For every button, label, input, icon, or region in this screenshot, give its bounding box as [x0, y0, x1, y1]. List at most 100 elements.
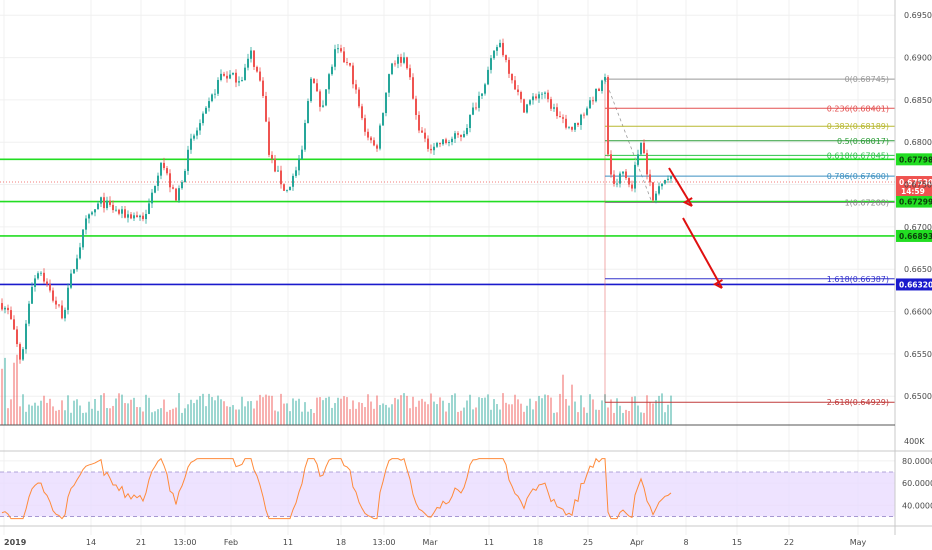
volume-bar — [220, 399, 222, 425]
candle-body — [346, 62, 348, 64]
candle-body — [382, 113, 384, 126]
volume-bar — [148, 397, 150, 425]
rsi-tick-label: 40.0000 — [902, 501, 932, 510]
candle-body — [367, 131, 369, 138]
volume-bar — [313, 412, 315, 425]
candle-body — [661, 183, 663, 187]
forecast-arrow-head[interactable] — [712, 279, 723, 289]
candle-body — [358, 89, 360, 107]
candle-body — [124, 209, 126, 218]
current-price-tag — [896, 176, 932, 197]
candle-body — [508, 59, 510, 74]
candle-body — [643, 142, 645, 154]
volume-bar — [421, 398, 423, 425]
candle-body — [325, 89, 327, 106]
time-axis-label: Feb — [224, 538, 238, 547]
volume-bar — [607, 407, 609, 425]
candle-body — [475, 107, 477, 109]
volume-bar — [463, 407, 465, 425]
volume-bar — [118, 393, 120, 425]
candle-body — [46, 281, 48, 285]
volume-bar — [406, 395, 408, 425]
volume-bar — [223, 401, 225, 425]
time-axis-label: May — [850, 538, 867, 547]
candle-body — [379, 125, 381, 149]
volume-bar — [289, 411, 291, 425]
volume-bar — [589, 394, 591, 425]
candle-body — [538, 94, 540, 99]
candle-body — [298, 158, 300, 171]
candle-body — [577, 122, 579, 126]
candle-body — [451, 138, 453, 143]
volume-bar — [574, 401, 576, 425]
volume-bar — [649, 401, 651, 425]
candle-body — [52, 290, 54, 301]
candle-body — [64, 309, 66, 319]
volume-bar — [244, 406, 246, 425]
volume-bar — [286, 403, 288, 425]
volume-bar — [49, 398, 51, 425]
candle-body — [16, 329, 18, 345]
volume-bar — [544, 394, 546, 425]
candle-body — [319, 91, 321, 107]
candle-body — [259, 71, 261, 81]
time-axis-label: 14 — [86, 538, 96, 547]
volume-bar — [217, 395, 219, 425]
fib-level-label: 0.236(0.68401) — [827, 104, 889, 113]
candle-body — [478, 95, 480, 108]
candle-body — [100, 197, 102, 204]
candle-body — [49, 284, 51, 291]
candle-body — [511, 73, 513, 81]
volume-bar — [490, 409, 492, 425]
volume-bar — [397, 399, 399, 425]
candle-body — [91, 212, 93, 215]
volume-bar — [577, 412, 579, 425]
volume-bar — [109, 408, 111, 425]
volume-bar — [661, 393, 663, 425]
volume-bar — [652, 403, 654, 425]
volume-bar — [520, 403, 522, 425]
volume-bar — [457, 411, 459, 425]
forecast-arrow-head[interactable] — [682, 197, 693, 207]
volume-bar — [319, 397, 321, 425]
volume-bar — [427, 404, 429, 425]
candle-body — [226, 75, 228, 79]
volume-bar — [310, 408, 312, 425]
time-axis-label: 13:00 — [372, 538, 395, 547]
forecast-arrows[interactable] — [668, 167, 723, 289]
candle-body — [139, 215, 141, 218]
volume-bar — [208, 393, 210, 425]
candle-body — [256, 66, 258, 72]
candle-body — [571, 126, 573, 130]
volume-bar — [454, 393, 456, 425]
candle-body — [334, 49, 336, 67]
volume-bar — [337, 397, 339, 425]
volume-bar — [184, 408, 186, 425]
candle-body — [457, 133, 459, 135]
candle-body — [385, 92, 387, 114]
candle-body — [190, 138, 192, 150]
volume-bar — [547, 395, 549, 425]
candle-body — [364, 118, 366, 132]
volume-bar — [328, 396, 330, 425]
candle-body — [103, 197, 105, 209]
candle-body — [163, 162, 165, 169]
volume-bar — [667, 404, 669, 425]
time-axis-label: 8 — [683, 538, 688, 547]
rsi-line — [1, 457, 672, 520]
candle-body — [196, 130, 198, 136]
time-axis-label: 18 — [336, 538, 346, 547]
time-axis-label: Apr — [630, 538, 645, 547]
candle-body — [517, 89, 519, 93]
fibonacci-levels[interactable]: 0(0.68745) 0.236(0.68401) 0.382(0.68189) 0.… — [604, 75, 895, 407]
volume-bar — [511, 404, 513, 425]
forecast-arrow-shaft[interactable] — [682, 217, 723, 289]
volume-bar — [637, 405, 639, 425]
candle-body — [19, 344, 21, 360]
candle-body — [418, 114, 420, 131]
candle-body — [61, 305, 63, 319]
